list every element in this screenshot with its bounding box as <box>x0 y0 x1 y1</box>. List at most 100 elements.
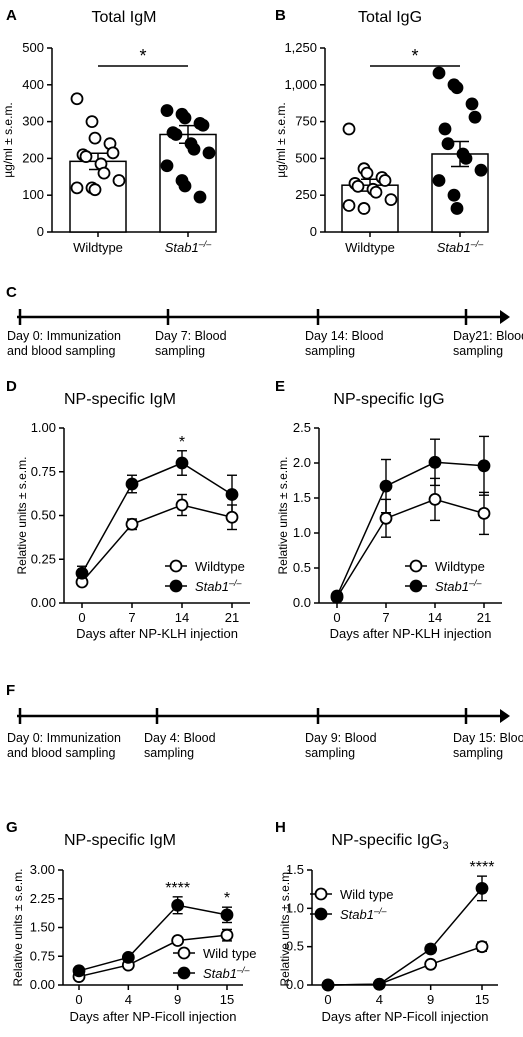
timeline-event-label: sampling <box>453 344 503 358</box>
y-tick-label: 200 <box>22 150 44 165</box>
data-point <box>379 511 393 525</box>
data-point <box>475 882 489 895</box>
data-point <box>424 957 438 971</box>
data-point <box>424 942 438 956</box>
x-tick-label: 9 <box>174 992 181 1007</box>
timeline-event-label: sampling <box>155 344 205 358</box>
data-point <box>193 190 207 204</box>
data-point <box>225 510 239 524</box>
data-point <box>357 202 371 215</box>
timeline-event-label: sampling <box>453 746 503 760</box>
legend-marker <box>169 559 183 573</box>
x-tick-label: 0 <box>324 992 331 1007</box>
data-point <box>428 455 442 469</box>
y-tick-label: 1.50 <box>30 920 55 935</box>
data-point <box>72 964 86 978</box>
legend-label: Stab1–/– <box>195 578 242 594</box>
data-point <box>112 174 126 187</box>
y-tick-label: 750 <box>295 114 317 129</box>
x-tick-label: 21 <box>477 610 491 625</box>
timeline-event-label: and blood sampling <box>7 344 115 358</box>
legend-label: Stab1–/– <box>203 965 250 981</box>
data-point <box>169 128 183 141</box>
x-tick-label: Wildtype <box>73 240 123 255</box>
timeline-event-label: and blood sampling <box>7 746 115 760</box>
y-tick-label: 100 <box>22 187 44 202</box>
data-point <box>379 479 393 493</box>
legend-marker <box>314 907 328 921</box>
data-point <box>428 492 442 506</box>
y-tick-label: 0.50 <box>31 508 56 523</box>
legend-marker <box>314 887 328 901</box>
series-line <box>336 498 485 598</box>
chart-title: NP-specific IgG <box>333 391 444 408</box>
data-point <box>187 142 201 156</box>
y-tick-label: 3.00 <box>30 862 55 877</box>
data-point <box>125 477 139 491</box>
chart-title: NP-specific IgM <box>64 391 176 408</box>
data-point <box>175 456 189 470</box>
data-point <box>178 111 192 125</box>
legend-label: Stab1–/– <box>340 906 387 922</box>
y-tick-label: 0.25 <box>31 551 56 566</box>
x-tick-label: 4 <box>125 992 132 1007</box>
x-tick-label: 0 <box>75 992 82 1007</box>
timeline-event-label: Day 0: Immunization <box>7 731 121 745</box>
chart-title: NP-specific IgG3 <box>331 832 448 852</box>
x-tick-label: 21 <box>225 610 239 625</box>
y-tick-label: 1.5 <box>286 862 304 877</box>
legend-label: Stab1–/– <box>435 578 482 594</box>
y-tick-label: 1.0 <box>286 900 304 915</box>
data-point <box>378 174 392 187</box>
legend-marker <box>409 579 423 593</box>
data-point <box>342 199 356 212</box>
x-tick-label: 4 <box>376 992 383 1007</box>
x-tick-label: 15 <box>220 992 234 1007</box>
data-point <box>125 517 139 531</box>
timeline-arrowhead <box>500 310 510 324</box>
timeline-event-label: sampling <box>144 746 194 760</box>
data-point <box>432 174 446 187</box>
significance-marker: **** <box>470 859 495 876</box>
timeline-event-label: Day 4: Blood <box>144 731 216 745</box>
panel-letter: A <box>6 7 17 24</box>
y-axis-label: Relative units ± s.e.m. <box>11 869 25 987</box>
y-tick-label: 250 <box>295 187 317 202</box>
timeline-event-label: Day 7: Blood <box>155 329 227 343</box>
y-tick-label: 0.75 <box>30 948 55 963</box>
legend-marker <box>177 966 191 980</box>
legend-label: Wildtype <box>195 559 245 574</box>
data-point <box>88 183 102 197</box>
data-point <box>97 166 111 180</box>
data-point <box>160 159 174 173</box>
y-tick-label: 300 <box>22 114 44 129</box>
data-point <box>171 934 185 947</box>
data-point <box>85 115 99 128</box>
panel-letter: G <box>6 819 18 836</box>
data-point <box>121 951 135 964</box>
x-axis-label: Days after NP-Ficoll injection <box>322 1009 489 1024</box>
data-point <box>220 908 234 922</box>
y-axis-label: Relative units ± s.e.m. <box>276 457 290 575</box>
data-point <box>432 66 446 80</box>
data-point <box>160 104 174 117</box>
chart-title: NP-specific IgM <box>64 832 176 849</box>
y-tick-label: 500 <box>22 40 44 55</box>
y-tick-label: 0.0 <box>293 595 311 610</box>
data-point <box>202 146 216 160</box>
timeline-event-label: Day 14: Blood <box>305 329 384 343</box>
y-tick-label: 1,000 <box>284 77 317 92</box>
data-point <box>175 498 189 512</box>
significance-marker: * <box>179 434 185 451</box>
legend-label: Wild type <box>340 887 393 902</box>
data-point <box>369 185 383 199</box>
x-tick-label: 14 <box>175 610 189 625</box>
data-point <box>477 507 491 520</box>
data-point <box>450 81 464 95</box>
x-axis-label: Days after NP-KLH injection <box>76 626 238 641</box>
timeline-event-label: Day 15: Blood <box>453 731 523 745</box>
x-axis-label: Days after NP-KLH injection <box>330 626 492 641</box>
data-point <box>477 459 491 473</box>
y-tick-label: 1.00 <box>31 420 56 435</box>
series-line <box>81 462 233 574</box>
